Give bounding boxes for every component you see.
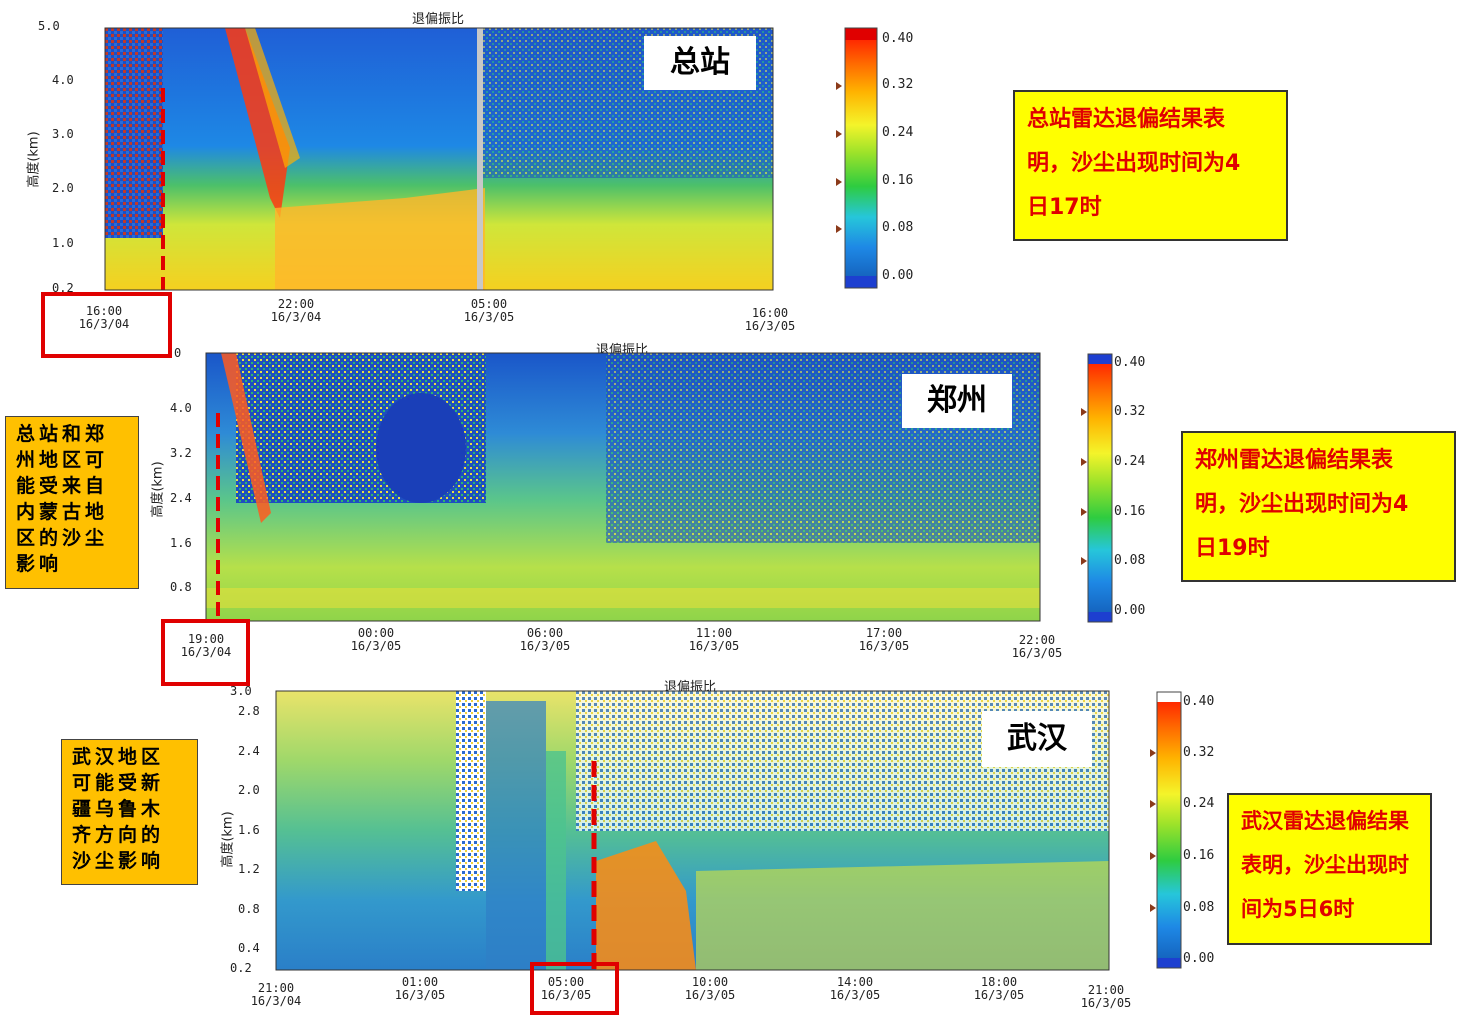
x-tick: 21:00 16/3/04 [250, 981, 302, 1008]
colorbar-marker [1150, 904, 1156, 912]
colorbar-tick: 0.24 [1183, 796, 1215, 811]
x-tick: 22:00 16/3/05 [1011, 633, 1063, 660]
colorbar-tick: 0.08 [1114, 553, 1146, 568]
colorbar-tick: 0.32 [1114, 404, 1146, 419]
y-tick: 1.2 [238, 862, 260, 876]
y-tick: 3.0 [52, 127, 74, 141]
y-axis-title: 高度(km) [26, 131, 42, 188]
x-tick: 05:00 16/3/05 [463, 297, 515, 324]
y-tick: 4.0 [170, 401, 192, 415]
plot-area-zongzhan [104, 27, 774, 291]
y-tick: 1.6 [170, 536, 192, 550]
x-tick: 19:00 16/3/04 [180, 632, 232, 659]
x-tick: 00:00 16/3/05 [350, 626, 402, 653]
x-tick: 16:00 16/3/05 [744, 306, 796, 333]
colorbar-marker [1081, 408, 1087, 416]
x-tick: 14:00 16/3/05 [829, 975, 881, 1002]
colorbar-tick: 0.24 [1114, 454, 1146, 469]
x-tick: 18:00 16/3/05 [973, 975, 1025, 1002]
x-tick: 22:00 16/3/04 [270, 297, 322, 324]
y-tick: 2.4 [170, 491, 192, 505]
colorbar-zhengzhou [1087, 353, 1113, 623]
y-tick: 2.4 [238, 744, 260, 758]
colorbar-marker [1150, 800, 1156, 808]
colorbar-marker [836, 178, 842, 186]
colorbar-tick: 0.16 [1183, 848, 1215, 863]
colorbar-tick: 0.32 [1183, 745, 1215, 760]
y-tick: 5.0 [38, 19, 60, 33]
side-note-north: 总站和郑 州地区可 能受来自 内蒙古地 区的沙尘 影响 [5, 416, 139, 589]
colorbar-marker [1150, 852, 1156, 860]
colorbar-marker [1150, 749, 1156, 757]
colorbar-tick: 0.40 [1114, 355, 1146, 370]
colorbar-tick: 0.00 [1114, 603, 1146, 618]
y-axis-title: 高度(km) [220, 811, 236, 868]
colorbar-marker [1081, 458, 1087, 466]
colorbar-tick: 0.32 [882, 77, 914, 92]
y-tick: 0.8 [170, 580, 192, 594]
station-label: 总站 [644, 36, 756, 90]
y-tick: 0.2 [52, 281, 74, 295]
y-tick: 0.2 [230, 961, 252, 975]
x-tick: 17:00 16/3/05 [858, 626, 910, 653]
note-zongzhan: 总站雷达退偏结果表 明，沙尘出现时间为4 日17时 [1013, 90, 1288, 241]
x-tick: 16:00 16/3/04 [78, 304, 130, 331]
y-tick: 0 [174, 346, 182, 360]
x-tick: 11:00 16/3/05 [688, 626, 740, 653]
y-tick: 0.4 [238, 941, 260, 955]
x-tick: 05:00 16/3/05 [540, 975, 592, 1002]
colorbar-marker [836, 225, 842, 233]
colorbar-tick: 0.24 [882, 125, 914, 140]
colorbar-tick: 0.00 [1183, 951, 1215, 966]
onset-highlight-box [41, 292, 172, 358]
chart-title: 退偏振比 [411, 12, 465, 27]
y-tick: 3.0 [230, 684, 252, 698]
y-tick: 4.0 [52, 73, 74, 87]
colorbar-wuhan [1156, 691, 1182, 969]
onset-highlight-box [161, 619, 250, 686]
note-zhengzhou: 郑州雷达退偏结果表 明，沙尘出现时间为4 日19时 [1181, 431, 1456, 582]
onset-highlight-box [530, 962, 619, 1015]
colorbar-marker [1081, 508, 1087, 516]
x-tick: 10:00 16/3/05 [684, 975, 736, 1002]
colorbar-tick: 0.16 [882, 173, 914, 188]
plot-area-wuhan [275, 690, 1110, 971]
station-label: 郑州 [902, 374, 1012, 428]
x-tick: 06:00 16/3/05 [519, 626, 571, 653]
note-wuhan: 武汉雷达退偏结果 表明，沙尘出现时 间为5日6时 [1227, 793, 1432, 945]
colorbar-tick: 0.40 [1183, 694, 1215, 709]
colorbar-marker [1081, 557, 1087, 565]
colorbar-tick: 0.08 [1183, 900, 1215, 915]
colorbar-tick: 0.16 [1114, 504, 1146, 519]
y-tick: 1.0 [52, 236, 74, 250]
x-tick: 21:00 16/3/05 [1080, 983, 1132, 1010]
y-tick: 0.8 [238, 902, 260, 916]
colorbar-zongzhan [844, 27, 878, 289]
station-label: 武汉 [982, 711, 1092, 767]
colorbar-marker [836, 130, 842, 138]
y-axis-title: 高度(km) [150, 461, 166, 518]
y-tick: 2.0 [52, 181, 74, 195]
y-tick: 2.8 [238, 704, 260, 718]
y-tick: 2.0 [238, 783, 260, 797]
colorbar-tick: 0.40 [882, 31, 914, 46]
colorbar-tick: 0.08 [882, 220, 914, 235]
side-note-wuhan: 武汉地区 可能受新 疆乌鲁木 齐方向的 沙尘影响 [61, 739, 198, 885]
y-tick: 3.2 [170, 446, 192, 460]
y-tick: 1.6 [238, 823, 260, 837]
colorbar-marker [836, 82, 842, 90]
x-tick: 01:00 16/3/05 [394, 975, 446, 1002]
colorbar-tick: 0.00 [882, 268, 914, 283]
